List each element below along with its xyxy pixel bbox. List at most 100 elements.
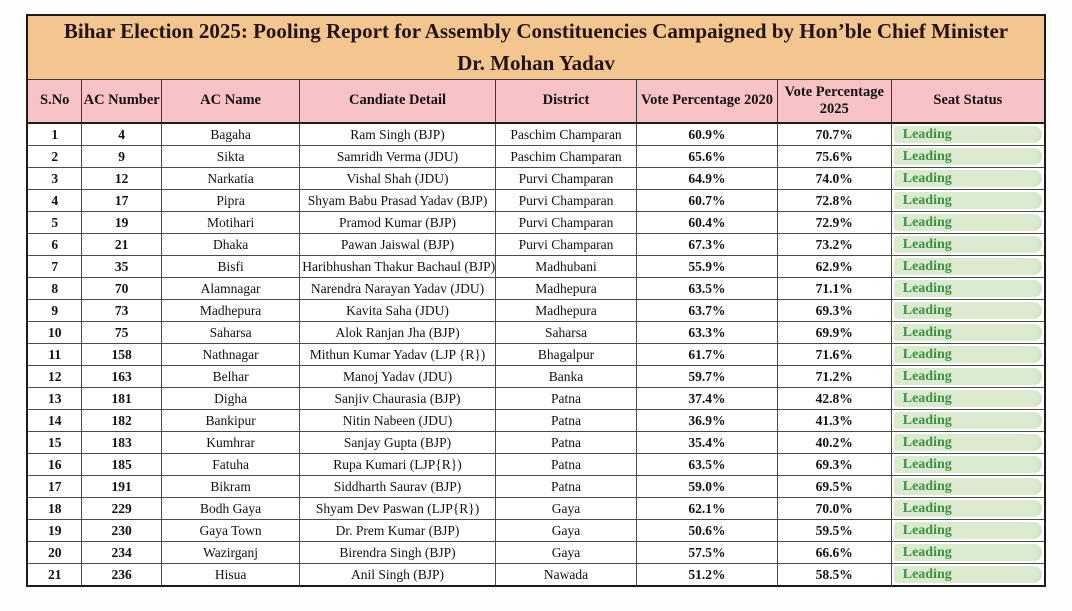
table-row: 10 75 Saharsa Alok Ranjan Jha (BJP) Saha… bbox=[26, 321, 1046, 344]
cell-district: Patna bbox=[494, 475, 638, 498]
cell-seat-status: Leading bbox=[890, 299, 1046, 322]
status-badge: Leading bbox=[893, 126, 1042, 143]
cell-district: Patna bbox=[494, 387, 638, 410]
cell-sno: 9 bbox=[26, 299, 83, 322]
status-badge: Leading bbox=[893, 456, 1042, 473]
status-badge: Leading bbox=[893, 170, 1042, 187]
cell-vote-2020: 65.6% bbox=[636, 145, 778, 168]
cell-candidate: Kavita Saha (JDU) bbox=[299, 299, 496, 322]
cell-candidate: Vishal Shah (JDU) bbox=[299, 167, 496, 190]
cell-district: Bhagalpur bbox=[494, 343, 638, 366]
cell-ac-name: Wazirganj bbox=[160, 541, 301, 564]
cell-sno: 17 bbox=[26, 475, 83, 498]
cell-ac-number: 75 bbox=[81, 321, 162, 344]
cell-seat-status: Leading bbox=[890, 563, 1046, 587]
table-row: 21 236 Hisua Anil Singh (BJP) Nawada 51.… bbox=[26, 563, 1046, 587]
cell-ac-name: Dhaka bbox=[160, 233, 301, 256]
status-badge: Leading bbox=[893, 368, 1042, 385]
status-badge: Leading bbox=[893, 214, 1042, 231]
cell-vote-2020: 62.1% bbox=[636, 497, 778, 520]
cell-vote-2025: 42.8% bbox=[776, 387, 892, 410]
cell-vote-2020: 67.3% bbox=[636, 233, 778, 256]
cell-district: Paschim Champaran bbox=[494, 145, 638, 168]
cell-seat-status: Leading bbox=[890, 541, 1046, 564]
table-row: 13 181 Digha Sanjiv Chaurasia (BJP) Patn… bbox=[26, 387, 1046, 410]
cell-vote-2020: 60.7% bbox=[636, 189, 778, 212]
cell-seat-status: Leading bbox=[890, 189, 1046, 212]
cell-sno: 6 bbox=[26, 233, 83, 256]
cell-sno: 18 bbox=[26, 497, 83, 520]
cell-ac-name: Bikram bbox=[160, 475, 301, 498]
cell-vote-2020: 37.4% bbox=[636, 387, 778, 410]
cell-ac-number: 181 bbox=[81, 387, 162, 410]
cell-candidate: Shyam Babu Prasad Yadav (BJP) bbox=[299, 189, 496, 212]
cell-vote-2025: 66.6% bbox=[776, 541, 892, 564]
report-title: Bihar Election 2025: Pooling Report for … bbox=[26, 14, 1046, 80]
cell-vote-2025: 72.8% bbox=[776, 189, 892, 212]
cell-candidate: Ram Singh (BJP) bbox=[299, 122, 496, 146]
cell-seat-status: Leading bbox=[890, 122, 1046, 146]
cell-sno: 12 bbox=[26, 365, 83, 388]
status-badge: Leading bbox=[893, 412, 1042, 429]
cell-sno: 13 bbox=[26, 387, 83, 410]
table-row: 12 163 Belhar Manoj Yadav (JDU) Banka 59… bbox=[26, 365, 1046, 388]
cell-ac-number: 70 bbox=[81, 277, 162, 300]
table-row: 8 70 Alamnagar Narendra Narayan Yadav (J… bbox=[26, 277, 1046, 300]
cell-vote-2020: 59.7% bbox=[636, 365, 778, 388]
cell-seat-status: Leading bbox=[890, 365, 1046, 388]
column-header-candidate: Candiate Detail bbox=[299, 79, 496, 124]
cell-candidate: Anil Singh (BJP) bbox=[299, 563, 496, 587]
cell-vote-2020: 60.4% bbox=[636, 211, 778, 234]
cell-district: Gaya bbox=[494, 519, 638, 542]
table-row: 18 229 Bodh Gaya Shyam Dev Paswan (LJP{R… bbox=[26, 497, 1046, 520]
cell-district: Patna bbox=[494, 431, 638, 454]
cell-vote-2020: 64.9% bbox=[636, 167, 778, 190]
table-row: 1 4 Bagaha Ram Singh (BJP) Paschim Champ… bbox=[26, 122, 1046, 146]
cell-ac-name: Hisua bbox=[160, 563, 301, 587]
status-badge: Leading bbox=[893, 434, 1042, 451]
column-header-vote-2020: Vote Percentage 2020 bbox=[636, 79, 778, 124]
cell-ac-number: 9 bbox=[81, 145, 162, 168]
cell-district: Madhepura bbox=[494, 299, 638, 322]
cell-vote-2025: 71.1% bbox=[776, 277, 892, 300]
cell-sno: 2 bbox=[26, 145, 83, 168]
table-row: 9 73 Madhepura Kavita Saha (JDU) Madhepu… bbox=[26, 299, 1046, 322]
cell-district: Patna bbox=[494, 409, 638, 432]
cell-ac-number: 234 bbox=[81, 541, 162, 564]
title-row: Bihar Election 2025: Pooling Report for … bbox=[26, 14, 1046, 80]
cell-district: Madhepura bbox=[494, 277, 638, 300]
cell-vote-2025: 73.2% bbox=[776, 233, 892, 256]
cell-seat-status: Leading bbox=[890, 277, 1046, 300]
cell-candidate: Shyam Dev Paswan (LJP{R}) bbox=[299, 497, 496, 520]
report-body: 1 4 Bagaha Ram Singh (BJP) Paschim Champ… bbox=[26, 122, 1046, 587]
status-badge: Leading bbox=[893, 236, 1042, 253]
table-row: 5 19 Motihari Pramod Kumar (BJP) Purvi C… bbox=[26, 211, 1046, 234]
cell-sno: 21 bbox=[26, 563, 83, 587]
status-badge: Leading bbox=[893, 346, 1042, 363]
cell-sno: 8 bbox=[26, 277, 83, 300]
cell-ac-name: Bagaha bbox=[160, 122, 301, 146]
cell-seat-status: Leading bbox=[890, 387, 1046, 410]
cell-ac-number: 183 bbox=[81, 431, 162, 454]
cell-seat-status: Leading bbox=[890, 343, 1046, 366]
cell-sno: 16 bbox=[26, 453, 83, 476]
cell-candidate: Siddharth Saurav (BJP) bbox=[299, 475, 496, 498]
cell-ac-name: Saharsa bbox=[160, 321, 301, 344]
cell-district: Gaya bbox=[494, 541, 638, 564]
cell-vote-2025: 71.6% bbox=[776, 343, 892, 366]
cell-vote-2020: 63.3% bbox=[636, 321, 778, 344]
cell-vote-2020: 51.2% bbox=[636, 563, 778, 587]
cell-seat-status: Leading bbox=[890, 409, 1046, 432]
cell-sno: 5 bbox=[26, 211, 83, 234]
table-row: 19 230 Gaya Town Dr. Prem Kumar (BJP) Ga… bbox=[26, 519, 1046, 542]
cell-vote-2025: 70.7% bbox=[776, 122, 892, 146]
cell-seat-status: Leading bbox=[890, 453, 1046, 476]
cell-sno: 10 bbox=[26, 321, 83, 344]
cell-district: Purvi Champaran bbox=[494, 233, 638, 256]
pooling-report-table: Bihar Election 2025: Pooling Report for … bbox=[26, 14, 1046, 587]
cell-district: Purvi Champaran bbox=[494, 189, 638, 212]
cell-ac-number: 4 bbox=[81, 122, 162, 146]
cell-seat-status: Leading bbox=[890, 167, 1046, 190]
cell-district: Banka bbox=[494, 365, 638, 388]
cell-district: Paschim Champaran bbox=[494, 122, 638, 146]
